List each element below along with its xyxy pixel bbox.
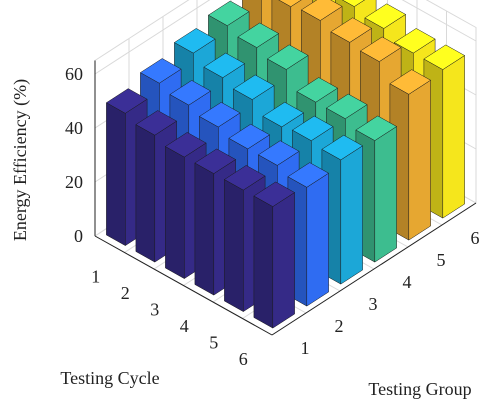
bar-top-face [258, 140, 300, 166]
bar-top-face [321, 134, 363, 161]
y-tick-label: 4 [403, 272, 412, 292]
bar-top-face [208, 0, 250, 26]
bar-top-face [199, 102, 241, 128]
bar-top-face [278, 0, 302, 7]
y-tick-label: 5 [437, 250, 446, 270]
y-tick-label: 6 [471, 228, 480, 248]
bar-top-face [165, 132, 207, 158]
z-tick-label: 20 [65, 172, 83, 192]
bar-top-face [296, 77, 338, 103]
bar-top-face [301, 0, 343, 21]
x-axis-line [94, 235, 273, 336]
y-axis-line [271, 202, 477, 336]
bar-top-face [194, 148, 236, 174]
bar-top-face [342, 0, 365, 7]
bar-front-face [224, 179, 244, 312]
bar-top-face [389, 69, 431, 95]
bar-top-face [135, 110, 177, 136]
bar-side-face [442, 55, 465, 219]
bar-side-face [340, 145, 363, 285]
bar [389, 69, 431, 241]
bar-top-face [228, 123, 270, 150]
bar-top-face [360, 36, 402, 62]
bar-top-face [233, 74, 275, 100]
bar-front-face [165, 146, 185, 279]
y-tick-label: 3 [369, 294, 378, 314]
y-tick-label: 1 [301, 338, 310, 358]
bar-top-face [224, 165, 266, 191]
bar-side-face [306, 172, 329, 307]
bar-top-face [394, 28, 436, 54]
x-tick-label: 3 [150, 299, 159, 319]
bar-top-face [174, 28, 216, 54]
bar-side-face [408, 79, 431, 241]
bar-top-face [326, 93, 368, 119]
bar-top-face [203, 52, 245, 78]
bar-top-face [287, 162, 329, 188]
bar-top-face [355, 115, 397, 141]
x-tick-label: 6 [239, 349, 248, 369]
bar-top-face [364, 3, 406, 29]
z-tick-label: 0 [74, 226, 83, 246]
bar-top-face [292, 115, 334, 141]
bar-front-face [253, 195, 274, 329]
x-tick-label: 2 [121, 283, 130, 303]
bar-top-face [330, 17, 372, 43]
bar-top-face [262, 101, 304, 128]
x-axis-title: Testing Cycle [60, 368, 159, 388]
z-tick-label: 40 [65, 118, 83, 138]
z-axis-title: Energy Efficiency (%) [10, 79, 31, 241]
bar-front-face [135, 124, 156, 263]
x-tick-label: 5 [209, 332, 218, 352]
bar-layer [106, 0, 465, 329]
bar-side-face [374, 126, 397, 263]
x-tick-label: 1 [91, 266, 100, 286]
bar [253, 181, 295, 329]
bar-top-face [267, 44, 309, 70]
bar-top-face [423, 44, 465, 70]
bar-side-face [272, 192, 295, 329]
bar-top-face [106, 88, 148, 114]
bar-front-face [194, 162, 215, 296]
z-tick-label: 60 [65, 64, 83, 84]
bar-top-face [140, 58, 182, 84]
bar-top-face [237, 22, 279, 48]
bar-top-face [169, 80, 211, 106]
y-tick-label: 2 [335, 316, 344, 336]
x-tick-label: 4 [180, 316, 189, 336]
bar-top-face [253, 181, 295, 207]
bar-front-face [106, 102, 126, 246]
y-axis-title: Testing Group [368, 379, 471, 399]
